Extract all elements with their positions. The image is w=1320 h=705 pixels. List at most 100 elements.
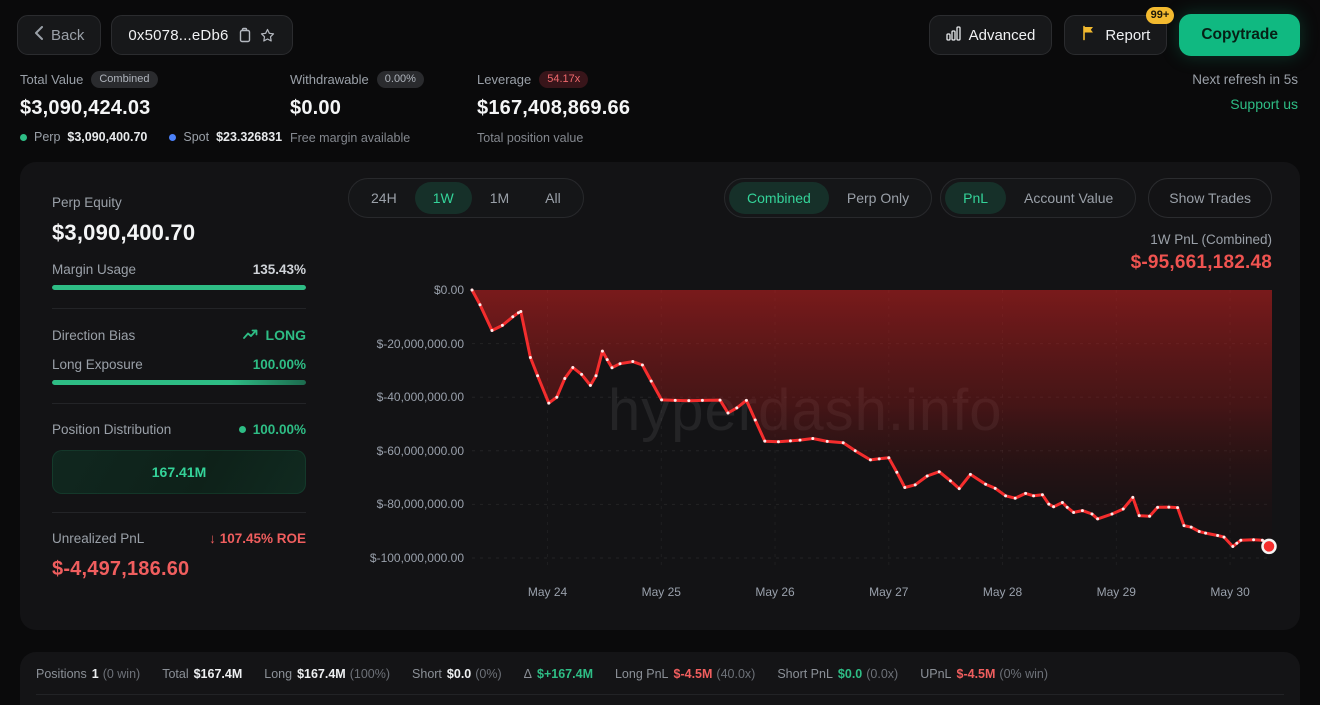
unrealized-pnl-label: Unrealized PnL: [52, 531, 145, 546]
tab-combined[interactable]: Combined: [729, 182, 829, 214]
flag-icon: [1081, 25, 1097, 45]
position-distribution-value: 100.00%: [252, 422, 306, 437]
long-exposure-label: Long Exposure: [52, 357, 143, 372]
margin-usage-label: Margin Usage: [52, 262, 137, 277]
refresh-info: Next refresh in 5s Support us: [1192, 70, 1298, 145]
footer-stat: Long $167.4M (100%): [264, 667, 391, 681]
perp-dot-icon: [20, 133, 27, 141]
footer-divider: [36, 694, 1284, 695]
withdrawable-badge: 0.00%: [376, 70, 424, 88]
chevron-left-icon: [34, 26, 43, 44]
tab-pnl[interactable]: PnL: [945, 182, 1007, 214]
bar-chart-icon: [945, 25, 961, 45]
perp-label: Perp: [34, 130, 61, 144]
y-tick-label: $-40,000,000.00: [376, 390, 464, 405]
tab-all[interactable]: All: [545, 190, 561, 206]
leverage-value: $167,408,869.66: [477, 97, 631, 119]
x-tick-label: May 28: [982, 585, 1023, 599]
footer-stat: Positions 1 (0 win): [36, 667, 141, 681]
x-tick-label: May 24: [527, 585, 568, 599]
report-count-badge: 99+: [1145, 7, 1175, 24]
arrow-down-icon: ↓: [209, 531, 216, 546]
x-tick-label: May 27: [869, 585, 909, 599]
topbar-actions: Advanced Report 99+ Copytrade: [928, 7, 1300, 56]
perp-equity-value: $3,090,400.70: [52, 220, 196, 245]
total-value: $3,090,424.03: [20, 97, 151, 119]
leverage-stat: Leverage 54.17x $167,408,869.66 Total po…: [477, 70, 630, 145]
footer-stat: Short PnL $0.0 (0.0x): [777, 667, 899, 681]
copytrade-button[interactable]: Copytrade: [1179, 14, 1300, 56]
unrealized-pnl-section: Unrealized PnL ↓ 107.45% ROE $-4,497,186…: [52, 512, 306, 599]
footer-stat: Δ $+167.4M: [523, 667, 593, 681]
advanced-label: Advanced: [968, 26, 1036, 44]
show-trades-button[interactable]: Show Trades: [1148, 178, 1272, 218]
wallet-address-pill[interactable]: 0x5078...eDb6: [111, 15, 293, 55]
perp-equity-section: Perp Equity $3,090,400.70 Margin Usage 1…: [52, 195, 306, 308]
y-tick-label: $-80,000,000.00: [376, 497, 464, 512]
report-button[interactable]: Report 99+: [1064, 7, 1175, 55]
perp-equity-label: Perp Equity: [52, 195, 122, 210]
pnl-summary-label: 1W PnL (Combined): [1150, 232, 1272, 247]
copy-icon[interactable]: [237, 27, 251, 43]
account-stats-row: Total Value Combined $3,090,424.03 Perp …: [0, 66, 1320, 145]
total-value-stat: Total Value Combined $3,090,424.03 Perp …: [20, 70, 290, 145]
y-tick-label: $-60,000,000.00: [376, 443, 464, 458]
tab-1w[interactable]: 1W: [414, 182, 472, 214]
tab-24h[interactable]: 24H: [371, 190, 397, 206]
withdrawable-note: Free margin available: [290, 131, 411, 145]
positions-stats-row: Positions 1 (0 win) Total $167.4M Long $167.4M…: [36, 667, 1284, 681]
perp-value: $3,090,400.70: [67, 130, 148, 144]
margin-usage-value: 135.43%: [252, 262, 306, 277]
mode-tab-group: Combined Perp Only: [724, 178, 933, 218]
x-tick-label: May 25: [641, 585, 681, 599]
leverage-note: Total position value: [477, 131, 584, 145]
report-label: Report: [1105, 26, 1151, 44]
advanced-button[interactable]: Advanced: [928, 15, 1053, 55]
tab-account-value[interactable]: Account Value: [1024, 190, 1114, 206]
chart-toolbar: 24H 1W 1M All Combined Perp Only PnL Acc…: [348, 178, 1272, 218]
pnl-summary: 1W PnL (Combined) $-95,661,182.48: [348, 232, 1272, 274]
chart-y-axis: $0.00 $-20,000,000.00 $-40,000,000.00 $-60,…: [348, 283, 472, 576]
position-distribution-label: Position Distribution: [52, 422, 172, 437]
leverage-badge: 54.17x: [539, 70, 589, 88]
tab-perp-only[interactable]: Perp Only: [846, 190, 910, 206]
trend-up-icon: [242, 327, 259, 343]
portfolio-sidebar: Perp Equity $3,090,400.70 Margin Usage 1…: [52, 162, 306, 630]
back-button[interactable]: Back: [17, 15, 102, 55]
support-us-link[interactable]: Support us: [1230, 96, 1298, 112]
x-tick-label: May 30: [1210, 585, 1250, 599]
wallet-address: 0x5078...eDb6: [128, 26, 229, 44]
spot-value: $23.326831: [216, 130, 283, 144]
footer-stat: UPnL $-4.5M (0% win): [920, 667, 1049, 681]
pnl-chart-svg[interactable]: [470, 284, 1277, 576]
spot-label: Spot: [183, 130, 210, 144]
top-bar: Back 0x5078...eDb6 Advanced Report 99+ C…: [0, 0, 1320, 66]
long-exposure-value: 100.00%: [252, 357, 306, 372]
direction-bias-label: Direction Bias: [52, 327, 136, 343]
x-tick-label: May 29: [1096, 585, 1136, 599]
unrealized-pnl-value: $-4,497,186.60: [52, 558, 190, 580]
direction-bias-value: LONG: [265, 327, 306, 343]
y-tick-label: $-100,000,000.00: [369, 551, 464, 565]
metric-tab-group: PnL Account Value: [940, 178, 1137, 218]
direction-bias-section: Direction Bias LONG Long Exposure 100.00…: [52, 308, 306, 403]
footer-stat: Short $0.0 (0%): [412, 667, 502, 681]
tab-1m[interactable]: 1M: [489, 190, 510, 206]
footer-stat: Long PnL $-4.5M (40.0x): [614, 667, 756, 681]
back-label: Back: [51, 26, 85, 44]
pnl-summary-value: $-95,661,182.48: [1130, 252, 1272, 273]
long-exposure-bar: [52, 380, 306, 385]
y-tick-label: $-20,000,000.00: [376, 336, 464, 351]
x-tick-label: May 26: [755, 585, 795, 599]
last-point-marker: [1261, 538, 1277, 555]
portfolio-panel: Perp Equity $3,090,400.70 Margin Usage 1…: [20, 162, 1300, 630]
withdrawable-value: $0.00: [290, 97, 342, 119]
margin-usage-bar: [52, 285, 306, 290]
refresh-countdown: Next refresh in 5s: [1192, 72, 1298, 87]
y-tick-label: $0.00: [433, 283, 464, 297]
roe-value: 107.45% ROE: [219, 531, 306, 546]
favorite-star-icon[interactable]: [259, 27, 276, 44]
position-size-box[interactable]: 167.41M: [52, 450, 306, 494]
timeframe-tab-group: 24H 1W 1M All: [348, 178, 584, 218]
